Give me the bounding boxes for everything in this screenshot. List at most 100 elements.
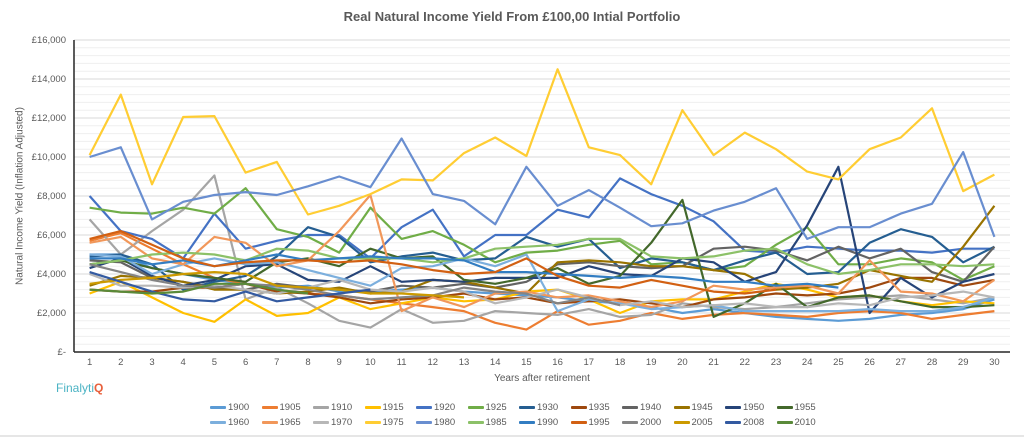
legend-swatch	[467, 421, 484, 424]
chart-title: Real Natural Income Yield From £100,00 I…	[343, 9, 681, 24]
x-tick-label: 13	[459, 357, 470, 368]
legend-item-1995: 1995	[570, 417, 623, 428]
y-tick-label: £2,000	[37, 308, 66, 319]
legend-swatch	[622, 406, 638, 409]
x-tick-label: 17	[584, 357, 595, 368]
x-tick-label: 21	[708, 357, 719, 368]
legend-swatch	[725, 406, 741, 409]
x-tick-label: 12	[428, 357, 439, 368]
y-tick-label: £4,000	[37, 269, 66, 280]
legend-item-1900: 1900	[210, 402, 262, 413]
y-tick-label: £16,000	[32, 35, 66, 46]
divider	[0, 435, 1024, 437]
legend-label: 2000	[640, 417, 662, 428]
x-tick-label: 14	[490, 357, 501, 368]
series-line-1995	[89, 230, 777, 295]
legend-item-1915: 1915	[364, 402, 417, 413]
legend-item-1935: 1935	[570, 402, 623, 413]
logo-text: Finalyti	[56, 381, 95, 395]
legend-label: 1930	[537, 402, 559, 413]
legend-swatch	[210, 406, 226, 409]
legend-label: 1925	[485, 402, 507, 413]
legend-item-1985: 1985	[467, 417, 520, 428]
legend-item-1925: 1925	[467, 402, 520, 413]
x-tick-label: 3	[149, 357, 154, 368]
legend-item-2005: 2005	[673, 417, 726, 428]
legend-label: 1950	[743, 402, 765, 413]
legend-item-1975: 1975	[364, 417, 417, 428]
legend-label: 1995	[588, 417, 610, 428]
x-tick-label: 5	[212, 357, 217, 368]
legend-item-1960: 1960	[210, 417, 262, 428]
legend-item-1945: 1945	[673, 402, 726, 413]
series-line-1970	[89, 272, 995, 309]
legend-swatch	[519, 421, 535, 424]
x-tick-label: 16	[552, 357, 563, 368]
legend: 1900 1905 1910 1915 1920 1925 1930 1935 1940 1945…	[210, 402, 830, 428]
x-tick-label: 25	[833, 357, 844, 368]
legend-label: 1960	[228, 417, 250, 428]
y-tick-label: £14,000	[32, 74, 66, 85]
legend-item-1905: 1905	[261, 402, 314, 413]
legend-swatch	[364, 406, 381, 409]
legend-swatch	[364, 421, 381, 424]
series-line-1910	[88, 174, 995, 329]
x-tick-label: 10	[365, 357, 376, 368]
legend-label: 2008	[743, 417, 765, 428]
x-tick-label: 18	[615, 357, 626, 368]
legend-item-1940: 1940	[622, 402, 674, 413]
x-tick-label: 15	[521, 357, 532, 368]
series-line-1980	[89, 137, 996, 240]
legend-label: 1910	[331, 402, 353, 413]
legend-label: 1900	[228, 402, 250, 413]
legend-label: 1920	[434, 402, 456, 413]
x-tick-label: 22	[740, 357, 751, 368]
legend-label: 1935	[588, 402, 610, 413]
legend-item-1910: 1910	[313, 402, 365, 413]
x-tick-label: 6	[243, 357, 248, 368]
legend-swatch	[570, 406, 587, 409]
legend-label: 1990	[537, 417, 559, 428]
legend-label: 1980	[434, 417, 456, 428]
y-tick-label: £10,000	[32, 152, 66, 163]
legend-label: 1905	[279, 402, 301, 413]
legend-swatch	[313, 421, 329, 424]
series-line-1975	[88, 68, 995, 216]
legend-swatch	[776, 406, 793, 409]
x-axis-label: Years after retirement	[494, 373, 590, 384]
x-tick-label: 2	[118, 357, 123, 368]
legend-item-1970: 1970	[313, 417, 365, 428]
x-tick-label: 30	[989, 357, 1000, 368]
legend-label: 1985	[485, 417, 507, 428]
legend-item-1990: 1990	[519, 417, 571, 428]
legend-swatch	[416, 421, 432, 424]
legend-swatch	[673, 421, 690, 424]
legend-label: 1975	[382, 417, 404, 428]
series-line-2010	[89, 282, 309, 295]
logo-mark: Q	[94, 381, 104, 395]
series-line-1930	[89, 226, 995, 291]
legend-item-1920: 1920	[416, 402, 468, 413]
legend-swatch	[261, 421, 278, 424]
x-tick-label: 19	[646, 357, 657, 368]
legend-item-1930: 1930	[519, 402, 571, 413]
x-tick-label: 1	[87, 357, 92, 368]
x-tick-label: 27	[896, 357, 907, 368]
legend-swatch	[776, 421, 793, 424]
legend-label: 1955	[794, 402, 816, 413]
x-tick-label: 28	[927, 357, 938, 368]
y-tick-label: £6,000	[37, 230, 66, 241]
legend-item-1965: 1965	[261, 417, 314, 428]
legend-swatch	[467, 406, 484, 409]
x-tick-label: 23	[771, 357, 782, 368]
series-line-1950	[89, 165, 995, 315]
legend-swatch	[416, 406, 432, 409]
legend-swatch	[673, 406, 690, 409]
x-tick-label: 20	[677, 357, 688, 368]
y-tick-label: £12,000	[32, 113, 66, 124]
x-tick-label: 8	[305, 357, 310, 368]
y-tick-label: £-	[58, 347, 66, 358]
legend-label: 2010	[794, 417, 816, 428]
series-line-2008	[89, 271, 371, 303]
